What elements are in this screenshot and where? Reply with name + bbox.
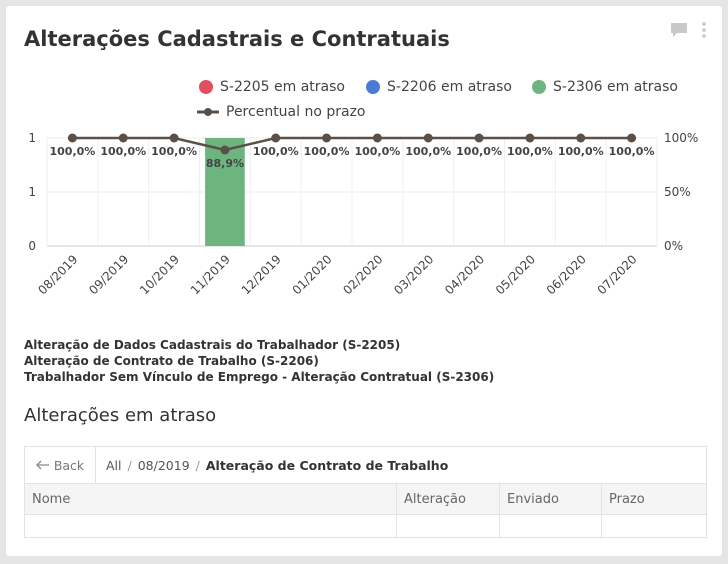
line-point [372, 133, 382, 143]
data-label: 100,0% [456, 145, 502, 158]
legend-item-percentual[interactable]: Percentual no prazo [197, 104, 366, 120]
legend-item-s2306[interactable]: S-2306 em atraso [532, 79, 678, 95]
right-axis-tick: 50% [664, 185, 691, 199]
chart: 0 1 1 0% 50% 100% 100,0% 100,0% 100,0% 88,9% 100,0… [28, 131, 698, 297]
data-label: 100,0% [304, 145, 350, 158]
x-axis-tick: 05/2020 [493, 252, 538, 297]
breadcrumb-separator: / [127, 457, 132, 473]
breadcrumb-period[interactable]: 08/2019 [137, 457, 190, 473]
chart-descriptions: Alteração de Dados Cadastrais do Trabalh… [24, 337, 494, 385]
column-header-alteracao[interactable]: Alteração [397, 484, 500, 514]
x-axis-tick: 09/2019 [86, 252, 131, 297]
data-label: 100,0% [507, 145, 553, 158]
table-cell [602, 515, 706, 539]
drilldown-table: Back All / 08/2019 / Alteração de Contra… [24, 446, 707, 539]
data-label: 100,0% [100, 145, 146, 158]
description-line: Alteração de Contrato de Trabalho (S-220… [24, 354, 319, 368]
comment-icon[interactable] [670, 22, 688, 42]
section-title: Alterações em atraso [24, 405, 217, 426]
column-header-prazo[interactable]: Prazo [609, 491, 645, 507]
breadcrumb-current: Alteração de Contrato de Trabalho [205, 457, 449, 473]
x-axis-tick: 08/2019 [35, 252, 80, 297]
x-axis-tick: 03/2020 [391, 252, 436, 297]
data-label: 88,9% [206, 157, 244, 170]
line-point [322, 133, 332, 143]
x-axis-tick: 01/2020 [290, 252, 335, 297]
line-point [576, 133, 586, 143]
more-options-icon[interactable] [702, 22, 706, 42]
line-marker-icon [197, 108, 219, 116]
left-axis-tick: 1 [28, 131, 36, 145]
line-point [525, 133, 535, 143]
x-axis-tick: 06/2020 [544, 252, 589, 297]
legend-item-s2206[interactable]: S-2206 em atraso [366, 79, 512, 95]
data-label: 100,0% [151, 145, 197, 158]
data-label: 100,0% [355, 145, 401, 158]
x-axis-tick: 07/2020 [595, 252, 640, 297]
data-label: 100,0% [558, 145, 604, 158]
line-point [220, 145, 230, 155]
data-label: 100,0% [253, 145, 299, 158]
line-point [423, 133, 433, 143]
x-axis-tick: 04/2020 [442, 252, 487, 297]
column-header-nome[interactable]: Nome [25, 484, 397, 514]
column-header-enviado[interactable]: Enviado [500, 484, 602, 514]
x-axis-tick: 12/2019 [239, 252, 284, 297]
left-axis-tick: 0 [28, 239, 36, 253]
line-point [118, 133, 128, 143]
breadcrumb-separator: / [195, 457, 200, 473]
legend-dot-icon [366, 80, 380, 94]
line-series [72, 136, 632, 152]
line-point [627, 133, 637, 143]
arrow-left-icon [35, 458, 50, 473]
breadcrumb: Back All / 08/2019 / Alteração de Contra… [25, 447, 706, 484]
right-axis-tick: 0% [664, 239, 683, 253]
left-axis-tick: 1 [28, 185, 36, 199]
legend-dot-icon [532, 80, 546, 94]
x-axis-tick: 10/2019 [137, 252, 182, 297]
data-label: 100,0% [405, 145, 451, 158]
line-point [67, 133, 77, 143]
table-row [25, 515, 706, 539]
breadcrumb-all[interactable]: All [106, 457, 122, 473]
widget-title: Alterações Cadastrais e Contratuais [24, 27, 450, 51]
table-cell [25, 515, 397, 539]
legend-dot-icon [199, 80, 213, 94]
description-line: Alteração de Dados Cadastrais do Trabalh… [24, 338, 401, 352]
x-axis-tick: 11/2019 [188, 252, 233, 297]
widget-header-icons [670, 22, 706, 42]
data-label: 100,0% [609, 145, 655, 158]
back-button[interactable]: Back [25, 447, 96, 483]
description-line: Trabalhador Sem Vínculo de Emprego - Alt… [24, 370, 495, 384]
line-point [474, 133, 484, 143]
table-header: Nome Alteração Enviado Prazo [25, 484, 706, 515]
bar [205, 138, 245, 246]
legend-item-s2205[interactable]: S-2205 em atraso [199, 79, 345, 95]
right-axis-tick: 100% [664, 131, 698, 145]
widget-card: Alterações Cadastrais e Contratuais S-22… [6, 6, 722, 556]
line-point [271, 133, 281, 143]
table-cell [500, 515, 602, 539]
x-axis-tick: 02/2020 [340, 252, 385, 297]
line-point [169, 133, 179, 143]
data-label: 100,0% [50, 145, 96, 158]
table-cell [397, 515, 500, 539]
